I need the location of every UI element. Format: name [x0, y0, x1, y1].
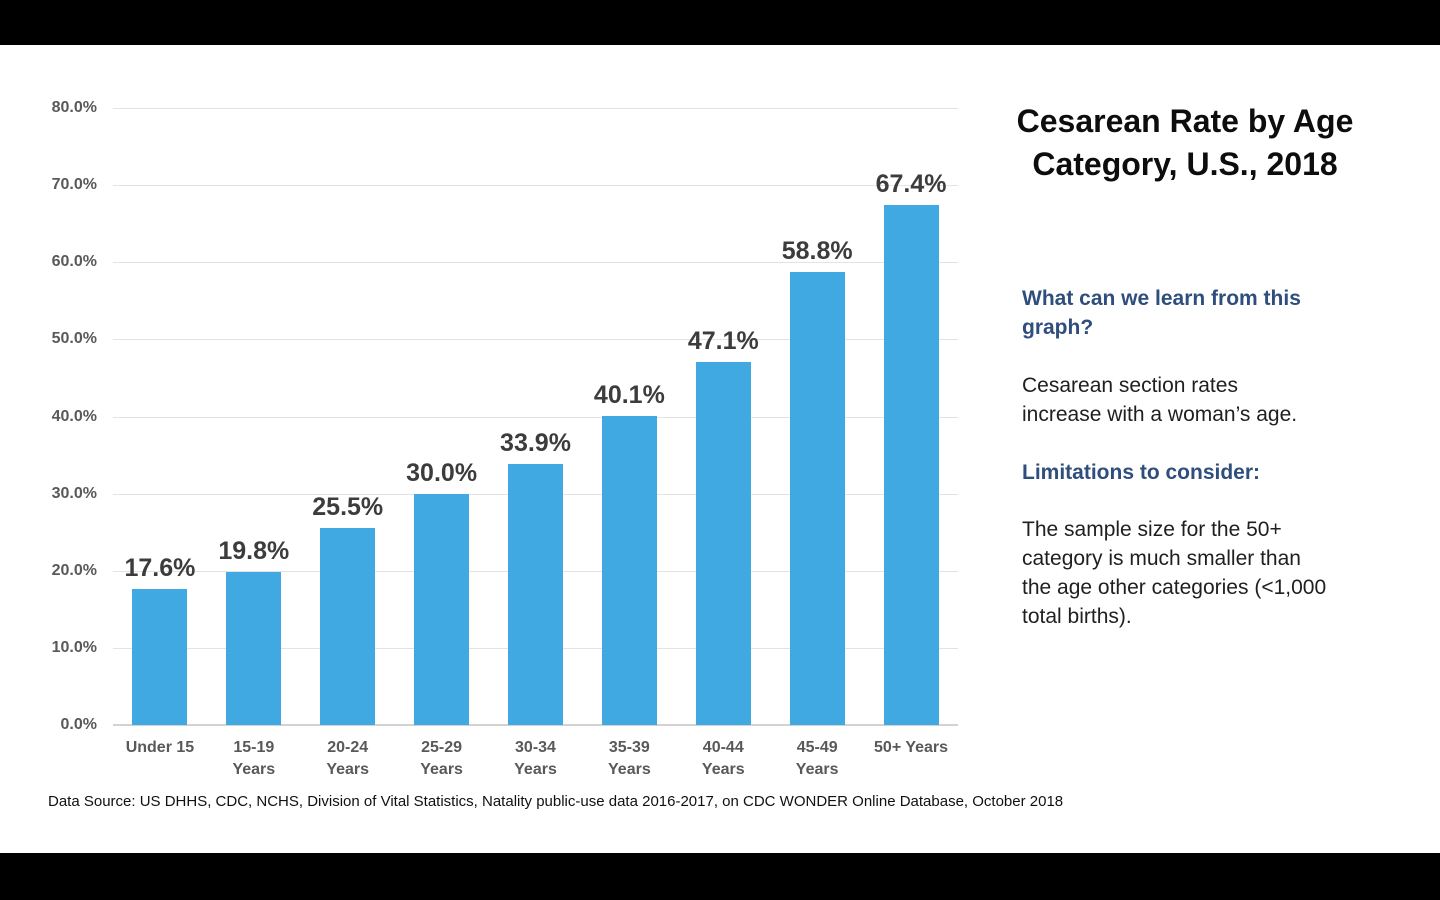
bar — [320, 528, 376, 725]
x-axis-category-label-line: 40-44 — [702, 739, 744, 756]
x-axis-category-label-line: Years — [608, 761, 651, 778]
bar — [132, 589, 188, 725]
x-axis-category-label-line: Under 15 — [125, 739, 195, 756]
x-axis-category-label-line: 20-24 — [327, 739, 369, 756]
x-axis-category-label-line: Years — [420, 761, 463, 778]
y-axis-tick-label: 20.0% — [51, 561, 97, 579]
chart-title-line-1: Cesarean Rate by Age — [1016, 103, 1354, 139]
bar — [695, 361, 751, 725]
limitations-body-text: The sample size for the 50+ category is … — [1022, 518, 1327, 628]
y-axis-tick-label: 30.0% — [51, 484, 97, 502]
bar-value-label: 40.1% — [593, 380, 665, 409]
y-axis-tick-label: 0.0% — [60, 716, 97, 733]
x-axis-category-label-line: 50+ Years — [874, 739, 949, 756]
bar-chart: 0.0% 10.0% 20.0% 30.0% 40.0% 50.0% 60.0% 70.0% 8… — [0, 45, 1000, 805]
x-axis-category-label-line: Years — [514, 761, 557, 778]
gridline — [113, 339, 958, 341]
bar — [226, 572, 282, 725]
gridline — [113, 724, 958, 726]
top-letterbox-bar — [0, 0, 1440, 45]
x-axis-category-label-line: Years — [326, 761, 370, 778]
y-axis-tick-label: 50.0% — [51, 330, 97, 348]
x-axis-category-label-line: 30-34 — [515, 739, 556, 756]
bar-value-label: 67.4% — [875, 170, 947, 199]
x-axis-category-label-line: Years — [232, 761, 276, 778]
data-source-note: Data Source: US DHHS, CDC, NCHS, Divisio… — [48, 793, 1064, 810]
x-axis-category-label: 15-19 Years — [200, 737, 308, 781]
bar-value-label: 19.8% — [218, 537, 290, 566]
bar — [789, 271, 845, 725]
x-axis-category-label-line: 25-29 — [421, 739, 463, 756]
x-axis-category-label-line: 35-39 — [608, 739, 650, 756]
chart-title: Cesarean Rate by Age Category, U.S., 201… — [985, 100, 1385, 186]
x-axis-category-label: 35-39 Years — [575, 737, 683, 781]
x-axis-category-label: 30-34 Years — [482, 737, 590, 781]
gridline — [113, 185, 958, 187]
x-axis-category-label: Under 15 — [106, 737, 214, 759]
y-axis-tick-label: 80.0% — [51, 99, 97, 116]
x-axis-category-label: 50+ Years — [857, 737, 965, 759]
bar — [414, 493, 470, 725]
gridline — [113, 262, 958, 264]
gridline — [113, 416, 958, 418]
x-axis-category-label: 20-24 Years — [294, 737, 402, 781]
bottom-letterbox-bar — [0, 853, 1440, 900]
y-axis-tick-label: 40.0% — [51, 407, 97, 425]
x-axis-category-label-line: Years — [795, 761, 839, 778]
gridline — [113, 108, 958, 109]
learn-body-text: Cesarean section rates increase with a w… — [1022, 374, 1298, 426]
bar-value-label: 17.6% — [124, 554, 196, 583]
bar — [508, 463, 563, 725]
chart-title-line-2: Category, U.S., 2018 — [1032, 146, 1338, 182]
bar-value-label: 30.0% — [406, 458, 478, 487]
x-axis-category-label: 40-44 Years — [669, 737, 777, 781]
y-axis-tick-label: 60.0% — [51, 253, 97, 271]
x-axis-category-label: 45-49 Years — [763, 737, 871, 781]
bar-value-label: 58.8% — [781, 236, 853, 265]
bar — [883, 205, 939, 725]
bar-value-label: 47.1% — [687, 326, 759, 355]
y-axis-tick-label: 70.0% — [51, 176, 97, 194]
bar — [601, 415, 657, 725]
bar-value-label: 25.5% — [312, 493, 384, 522]
x-axis-category-label-line: 15-19 — [233, 739, 275, 756]
bar-value-label: 33.9% — [500, 428, 571, 457]
learn-heading: What can we learn from this graph? — [1022, 287, 1301, 339]
x-axis-category-label-line: Years — [701, 761, 745, 778]
y-axis-tick-label: 10.0% — [51, 638, 97, 656]
limitations-heading: Limitations to consider: — [1022, 461, 1261, 484]
x-axis-category-label-line: 45-49 — [796, 739, 838, 756]
x-axis-category-label: 25-29 Years — [388, 737, 496, 781]
